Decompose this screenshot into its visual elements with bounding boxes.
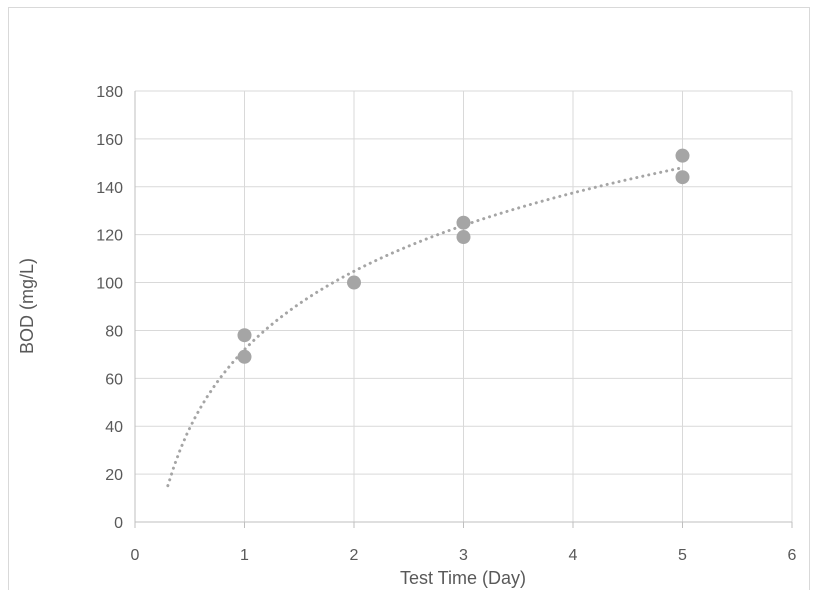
y-tick-label: 20 <box>105 467 123 484</box>
y-tick-label: 100 <box>96 276 123 293</box>
y-axis-title: BOD (mg/L) <box>17 258 37 354</box>
data-points <box>237 148 690 364</box>
data-point <box>675 148 690 163</box>
y-tick-label: 120 <box>96 228 123 245</box>
x-tick-label: 6 <box>788 547 797 564</box>
y-tick-label: 60 <box>105 371 123 388</box>
data-point <box>237 349 252 364</box>
trendline-layer <box>166 166 684 488</box>
gridlines <box>135 90 793 522</box>
y-tick-label: 40 <box>105 419 123 436</box>
y-tick-label: 180 <box>96 84 123 101</box>
data-point <box>675 170 690 185</box>
data-point <box>456 230 471 245</box>
data-point <box>347 275 361 290</box>
data-point <box>237 328 252 343</box>
x-tick-label: 1 <box>240 547 249 564</box>
y-tick-label: 0 <box>114 515 123 532</box>
y-tick-label: 160 <box>96 132 123 149</box>
y-tick-label: 80 <box>105 323 123 340</box>
x-axis-title: Test Time (Day) <box>400 568 526 588</box>
x-tick-label: 2 <box>350 547 359 564</box>
tick-labels: 0 20 40 60 80 100 120 140 160 180 0 1 2 3 4 5 6 <box>96 84 796 564</box>
axes <box>134 91 793 528</box>
x-tick-label: 0 <box>131 547 140 564</box>
chart-frame <box>8 7 810 590</box>
trendline <box>166 166 684 488</box>
y-tick-label: 140 <box>96 180 123 197</box>
x-tick-label: 4 <box>569 547 578 564</box>
data-point <box>456 215 471 230</box>
x-tick-label: 3 <box>459 547 468 564</box>
x-tick-label: 5 <box>678 547 687 564</box>
